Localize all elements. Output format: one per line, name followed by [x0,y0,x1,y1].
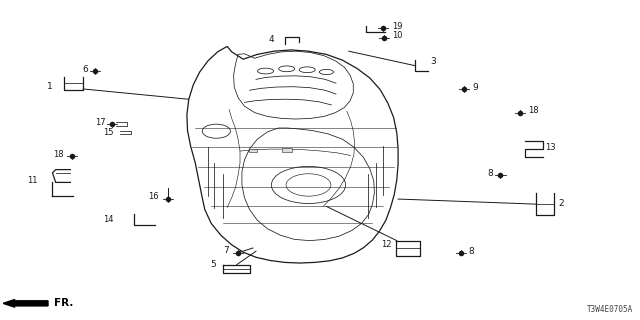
Text: FR.: FR. [54,298,73,308]
Text: 15: 15 [104,128,114,137]
Text: 19: 19 [392,22,402,31]
Text: 14: 14 [104,215,114,224]
Text: T3W4E0705A: T3W4E0705A [588,305,634,314]
Text: 1: 1 [47,82,52,91]
Text: 7: 7 [223,246,229,255]
Text: 17: 17 [95,118,106,127]
Text: 12: 12 [381,240,392,249]
Text: 8: 8 [487,169,493,178]
Bar [282,148,292,152]
Text: 16: 16 [148,192,159,201]
Text: 8: 8 [468,247,474,256]
Bar [249,149,257,152]
Text: 13: 13 [545,143,556,152]
Text: 5: 5 [211,260,216,269]
Text: 10: 10 [392,31,402,40]
Text: 9: 9 [472,83,478,92]
Text: 4: 4 [268,35,274,44]
Text: 2: 2 [558,199,564,208]
Text: 18: 18 [53,150,64,159]
FancyArrow shape [3,300,48,307]
Text: 11: 11 [27,176,37,185]
Text: 18: 18 [528,106,539,115]
Text: 6: 6 [83,65,88,74]
Text: 3: 3 [430,57,436,66]
